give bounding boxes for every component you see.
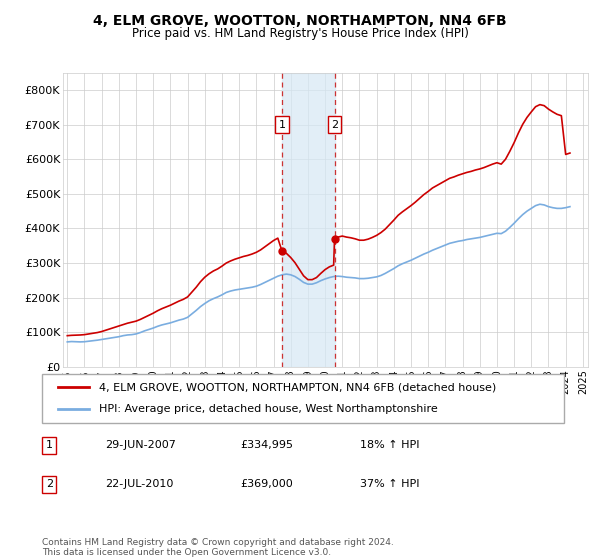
Text: 29-JUN-2007: 29-JUN-2007 (105, 440, 176, 450)
Text: Price paid vs. HM Land Registry's House Price Index (HPI): Price paid vs. HM Land Registry's House … (131, 27, 469, 40)
Text: £334,995: £334,995 (240, 440, 293, 450)
Text: 18% ↑ HPI: 18% ↑ HPI (360, 440, 419, 450)
Text: 1: 1 (46, 440, 53, 450)
Bar (282, 73, 335, 367)
Text: 1: 1 (278, 120, 286, 130)
Text: 22-JUL-2010: 22-JUL-2010 (105, 479, 173, 489)
Text: 4, ELM GROVE, WOOTTON, NORTHAMPTON, NN4 6FB: 4, ELM GROVE, WOOTTON, NORTHAMPTON, NN4 … (93, 14, 507, 28)
Text: HPI: Average price, detached house, West Northamptonshire: HPI: Average price, detached house, West… (100, 404, 438, 414)
Text: 37% ↑ HPI: 37% ↑ HPI (360, 479, 419, 489)
FancyBboxPatch shape (42, 374, 564, 423)
Text: Contains HM Land Registry data © Crown copyright and database right 2024.
This d: Contains HM Land Registry data © Crown c… (42, 538, 394, 557)
Text: 2: 2 (331, 120, 338, 130)
Text: £369,000: £369,000 (240, 479, 293, 489)
Text: 4, ELM GROVE, WOOTTON, NORTHAMPTON, NN4 6FB (detached house): 4, ELM GROVE, WOOTTON, NORTHAMPTON, NN4 … (100, 382, 497, 393)
Text: 2: 2 (46, 479, 53, 489)
